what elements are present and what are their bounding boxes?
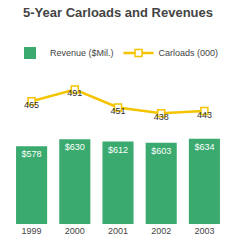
svg-text:Carloads (000): Carloads (000)	[159, 48, 219, 58]
svg-text:443: 443	[197, 110, 212, 120]
svg-text:438: 438	[154, 112, 169, 122]
svg-text:465: 465	[24, 100, 39, 110]
svg-text:491: 491	[67, 88, 82, 98]
svg-text:451: 451	[110, 106, 125, 116]
svg-text:Revenue ($Mil.): Revenue ($Mil.)	[50, 48, 114, 58]
svg-text:$612: $612	[108, 145, 128, 155]
svg-text:$578: $578	[22, 149, 42, 159]
svg-text:1999: 1999	[22, 226, 42, 236]
svg-text:2000: 2000	[65, 226, 85, 236]
svg-text:$603: $603	[151, 146, 171, 156]
svg-text:$634: $634	[194, 142, 214, 152]
svg-text:5-Year Carloads and Revenues: 5-Year Carloads and Revenues	[23, 5, 213, 20]
svg-text:2002: 2002	[151, 226, 171, 236]
svg-text:2003: 2003	[194, 226, 214, 236]
svg-text:$630: $630	[65, 142, 85, 152]
svg-text:2001: 2001	[108, 226, 128, 236]
